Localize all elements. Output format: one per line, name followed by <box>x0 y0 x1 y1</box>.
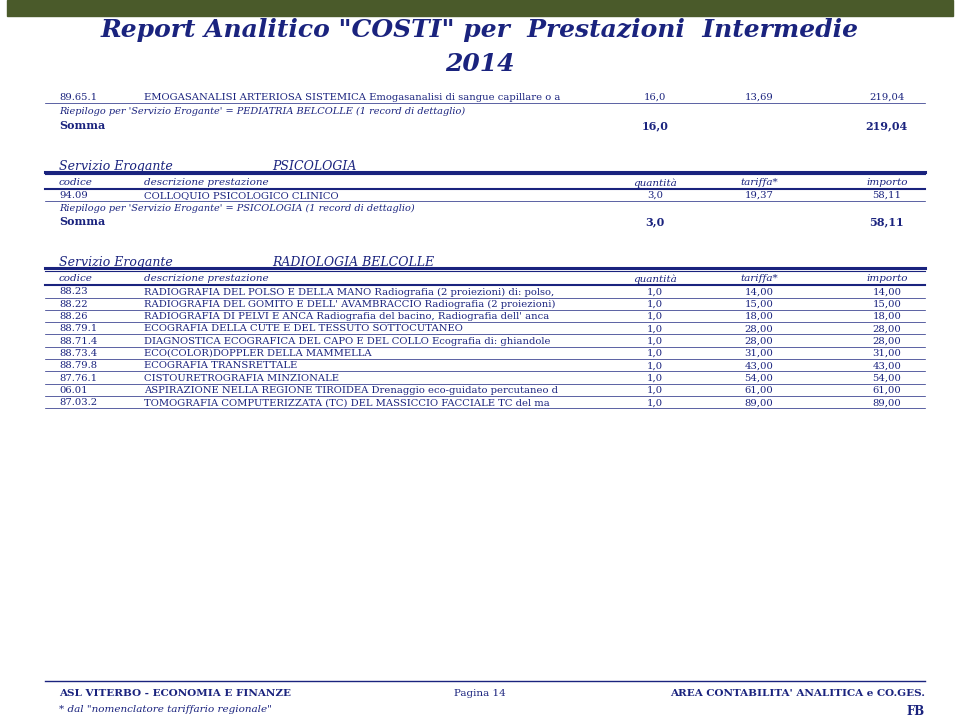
Text: tariffa*: tariffa* <box>740 178 778 187</box>
Text: 19,37: 19,37 <box>745 191 774 200</box>
Text: 89,00: 89,00 <box>873 398 901 407</box>
Text: Riepilogo per 'Servizio Erogante' = PEDIATRIA BELCOLLE (1 record di dettaglio): Riepilogo per 'Servizio Erogante' = PEDI… <box>59 107 466 117</box>
Text: 14,00: 14,00 <box>745 287 774 296</box>
Text: 28,00: 28,00 <box>873 337 901 345</box>
Text: 28,00: 28,00 <box>873 324 901 333</box>
Text: 88.73.4: 88.73.4 <box>59 349 97 358</box>
Text: quantità: quantità <box>634 178 677 188</box>
Bar <box>7 0 953 16</box>
Text: RADIOLOGIA BELCOLLE: RADIOLOGIA BELCOLLE <box>272 256 434 269</box>
Text: 43,00: 43,00 <box>745 361 774 370</box>
Text: 88.79.1: 88.79.1 <box>59 324 97 333</box>
Text: EMOGASANALISI ARTERIOSA SISTEMICA Emogasanalisi di sangue capillare o a: EMOGASANALISI ARTERIOSA SISTEMICA Emogas… <box>144 93 561 101</box>
Text: TOMOGRAFIA COMPUTERIZZATA (TC) DEL MASSICCIO FACCIALE TC del ma: TOMOGRAFIA COMPUTERIZZATA (TC) DEL MASSI… <box>144 398 550 407</box>
Text: ASPIRAZIONE NELLA REGIONE TIROIDEA Drenaggio eco-guidato percutaneo d: ASPIRAZIONE NELLA REGIONE TIROIDEA Drena… <box>144 386 558 395</box>
Text: 61,00: 61,00 <box>745 386 774 395</box>
Text: 1,0: 1,0 <box>647 287 663 296</box>
Text: importo: importo <box>866 178 907 187</box>
Text: 219,04: 219,04 <box>869 93 904 101</box>
Text: 06.01: 06.01 <box>59 386 87 395</box>
Text: COLLOQUIO PSICOLOGICO CLINICO: COLLOQUIO PSICOLOGICO CLINICO <box>144 191 339 200</box>
Text: RADIOGRAFIA DI PELVI E ANCA Radiografia del bacino, Radiografia dell' anca: RADIOGRAFIA DI PELVI E ANCA Radiografia … <box>144 312 549 321</box>
Text: 1,0: 1,0 <box>647 324 663 333</box>
Text: Riepilogo per 'Servizio Erogante' = PSICOLOGIA (1 record di dettaglio): Riepilogo per 'Servizio Erogante' = PSIC… <box>59 203 415 213</box>
Text: RADIOGRAFIA DEL POLSO E DELLA MANO Radiografia (2 proiezioni) di: polso,: RADIOGRAFIA DEL POLSO E DELLA MANO Radio… <box>144 287 555 297</box>
Text: 88.22: 88.22 <box>59 300 87 308</box>
Text: 88.79.8: 88.79.8 <box>59 361 97 370</box>
Text: ECOGRAFIA TRANSRETTALE: ECOGRAFIA TRANSRETTALE <box>144 361 298 370</box>
Text: 89,00: 89,00 <box>745 398 774 407</box>
Text: quantità: quantità <box>634 274 677 284</box>
Text: 1,0: 1,0 <box>647 312 663 321</box>
Text: 1,0: 1,0 <box>647 349 663 358</box>
Text: 87.03.2: 87.03.2 <box>59 398 97 407</box>
Text: 88.23: 88.23 <box>59 287 87 296</box>
Text: 18,00: 18,00 <box>745 312 774 321</box>
Text: Servizio Erogante: Servizio Erogante <box>59 160 173 173</box>
Text: descrizione prestazione: descrizione prestazione <box>144 178 269 187</box>
Text: 43,00: 43,00 <box>873 361 901 370</box>
Text: Report Analitico "COSTI" per  Prestazioni  Intermedie
2014: Report Analitico "COSTI" per Prestazioni… <box>101 18 859 76</box>
Text: PSICOLOGIA: PSICOLOGIA <box>272 160 356 173</box>
Text: 87.76.1: 87.76.1 <box>59 374 97 382</box>
Text: 18,00: 18,00 <box>873 312 901 321</box>
Text: 3,0: 3,0 <box>647 191 663 200</box>
Text: 28,00: 28,00 <box>745 337 774 345</box>
Text: 61,00: 61,00 <box>873 386 901 395</box>
Text: 15,00: 15,00 <box>745 300 774 308</box>
Text: 3,0: 3,0 <box>645 216 664 227</box>
Text: 14,00: 14,00 <box>873 287 901 296</box>
Text: DIAGNOSTICA ECOGRAFICA DEL CAPO E DEL COLLO Ecografia di: ghiandole: DIAGNOSTICA ECOGRAFICA DEL CAPO E DEL CO… <box>144 337 551 345</box>
Text: ASL VITERBO - ECONOMIA E FINANZE: ASL VITERBO - ECONOMIA E FINANZE <box>59 689 291 698</box>
Text: codice: codice <box>59 178 93 187</box>
Text: 16,0: 16,0 <box>641 120 668 131</box>
Text: 94.09: 94.09 <box>59 191 87 200</box>
Text: codice: codice <box>59 274 93 283</box>
Text: 88.26: 88.26 <box>59 312 87 321</box>
Text: 58,11: 58,11 <box>870 216 904 227</box>
Text: AREA CONTABILITA' ANALITICA e CO.GES.: AREA CONTABILITA' ANALITICA e CO.GES. <box>670 689 924 698</box>
Text: importo: importo <box>866 274 907 283</box>
Text: 1,0: 1,0 <box>647 361 663 370</box>
Text: Pagina 14: Pagina 14 <box>454 689 506 698</box>
Text: * dal "nomenclatore tariffario regionale": * dal "nomenclatore tariffario regionale… <box>59 705 272 714</box>
Text: FB: FB <box>906 705 924 718</box>
Text: Servizio Erogante: Servizio Erogante <box>59 256 173 269</box>
Text: 13,69: 13,69 <box>745 93 774 101</box>
Text: 16,0: 16,0 <box>644 93 666 101</box>
Text: 28,00: 28,00 <box>745 324 774 333</box>
Text: RADIOGRAFIA DEL GOMITO E DELL' AVAMBRACCIO Radiografia (2 proiezioni): RADIOGRAFIA DEL GOMITO E DELL' AVAMBRACC… <box>144 300 556 309</box>
Text: ECO(COLOR)DOPPLER DELLA MAMMELLA: ECO(COLOR)DOPPLER DELLA MAMMELLA <box>144 349 372 358</box>
Text: 54,00: 54,00 <box>745 374 774 382</box>
Text: ECOGRAFIA DELLA CUTE E DEL TESSUTO SOTTOCUTANEO: ECOGRAFIA DELLA CUTE E DEL TESSUTO SOTTO… <box>144 324 463 333</box>
Text: 1,0: 1,0 <box>647 337 663 345</box>
Text: 1,0: 1,0 <box>647 374 663 382</box>
Text: 1,0: 1,0 <box>647 386 663 395</box>
Text: 31,00: 31,00 <box>745 349 774 358</box>
Text: tariffa*: tariffa* <box>740 274 778 283</box>
Text: 1,0: 1,0 <box>647 300 663 308</box>
Text: 58,11: 58,11 <box>873 191 901 200</box>
Text: descrizione prestazione: descrizione prestazione <box>144 274 269 283</box>
Text: 1,0: 1,0 <box>647 398 663 407</box>
Text: 88.71.4: 88.71.4 <box>59 337 97 345</box>
Text: 54,00: 54,00 <box>873 374 901 382</box>
Text: 31,00: 31,00 <box>873 349 901 358</box>
Text: Somma: Somma <box>59 216 106 227</box>
Text: 219,04: 219,04 <box>866 120 908 131</box>
Text: CISTOURETROGRAFIA MINZIONALE: CISTOURETROGRAFIA MINZIONALE <box>144 374 339 382</box>
Text: Somma: Somma <box>59 120 106 131</box>
Text: 89.65.1: 89.65.1 <box>59 93 97 101</box>
Text: 15,00: 15,00 <box>873 300 901 308</box>
